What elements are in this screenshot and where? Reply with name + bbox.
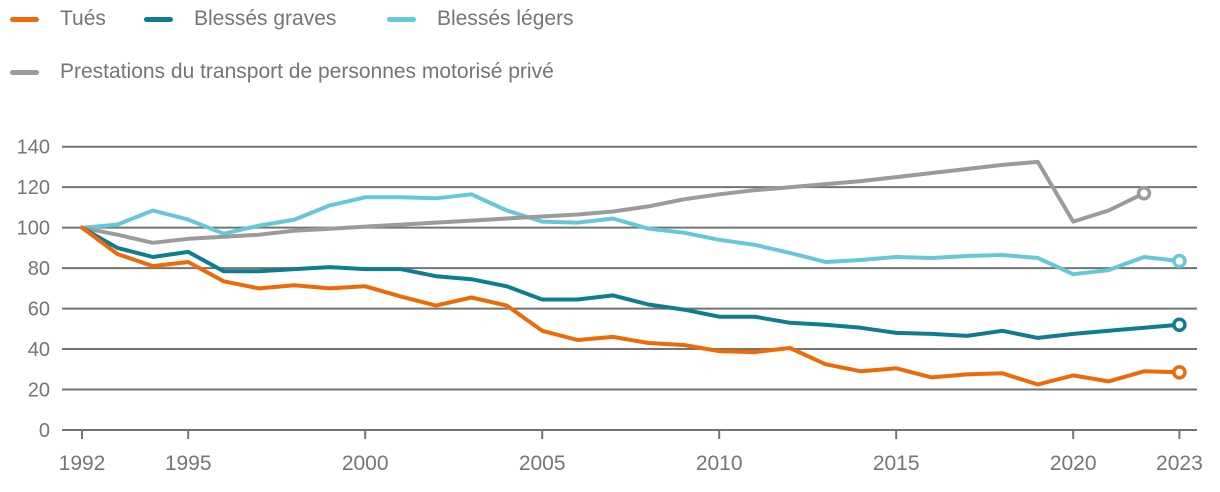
y-axis-label-40: 40 xyxy=(28,339,50,361)
x-axis-label-1992: 1992 xyxy=(59,452,106,475)
legend-label-prestations: Prestations du transport de personnes mo… xyxy=(60,60,554,83)
end-marker-series-3 xyxy=(1136,186,1152,201)
series-line-1 xyxy=(80,225,1182,340)
end-marker-series-1 xyxy=(1172,317,1187,333)
y-axis-label-100: 100 xyxy=(17,218,50,240)
x-axis-label-1995: 1995 xyxy=(165,452,212,475)
legend-swatch-prestations xyxy=(10,69,39,75)
y-axis-label-0: 0 xyxy=(39,420,50,442)
x-axis-label-2015: 2015 xyxy=(873,452,920,475)
legend-item-blesses-graves: Blessés graves xyxy=(144,7,336,31)
legend-item-tues: Tués xyxy=(10,7,106,31)
x-axis-label-2010: 2010 xyxy=(696,452,743,475)
x-axis-label-2000: 2000 xyxy=(342,452,389,475)
series-line-3 xyxy=(80,159,1146,245)
x-axis-label-2020: 2020 xyxy=(1050,452,1097,475)
legend-swatch-blesses-graves xyxy=(144,16,173,22)
legend-label-blesses-graves: Blessés graves xyxy=(194,7,337,30)
x-axis-label-2023: 2023 xyxy=(1156,452,1203,475)
end-marker-series-2 xyxy=(1172,253,1187,269)
y-axis-label-20: 20 xyxy=(28,380,50,402)
end-marker-series-0 xyxy=(1172,365,1187,380)
legend-item-prestations: Prestations du transport de personnes mo… xyxy=(10,60,554,84)
legend-item-blesses-legers: Blessés légers xyxy=(387,7,574,31)
y-axis-label-60: 60 xyxy=(28,299,50,321)
series-line-0 xyxy=(80,225,1182,387)
legend-label-tues: Tués xyxy=(60,7,106,30)
y-axis-label-80: 80 xyxy=(28,258,50,280)
y-axis-label-120: 120 xyxy=(17,177,50,199)
x-axis-label-2005: 2005 xyxy=(519,452,566,475)
legend-swatch-tues xyxy=(10,16,39,22)
legend-swatch-blesses-legers xyxy=(387,16,416,22)
series-line-2 xyxy=(80,192,1182,277)
legend-label-blesses-legers: Blessés légers xyxy=(437,7,574,30)
y-axis-label-140: 140 xyxy=(17,137,50,159)
